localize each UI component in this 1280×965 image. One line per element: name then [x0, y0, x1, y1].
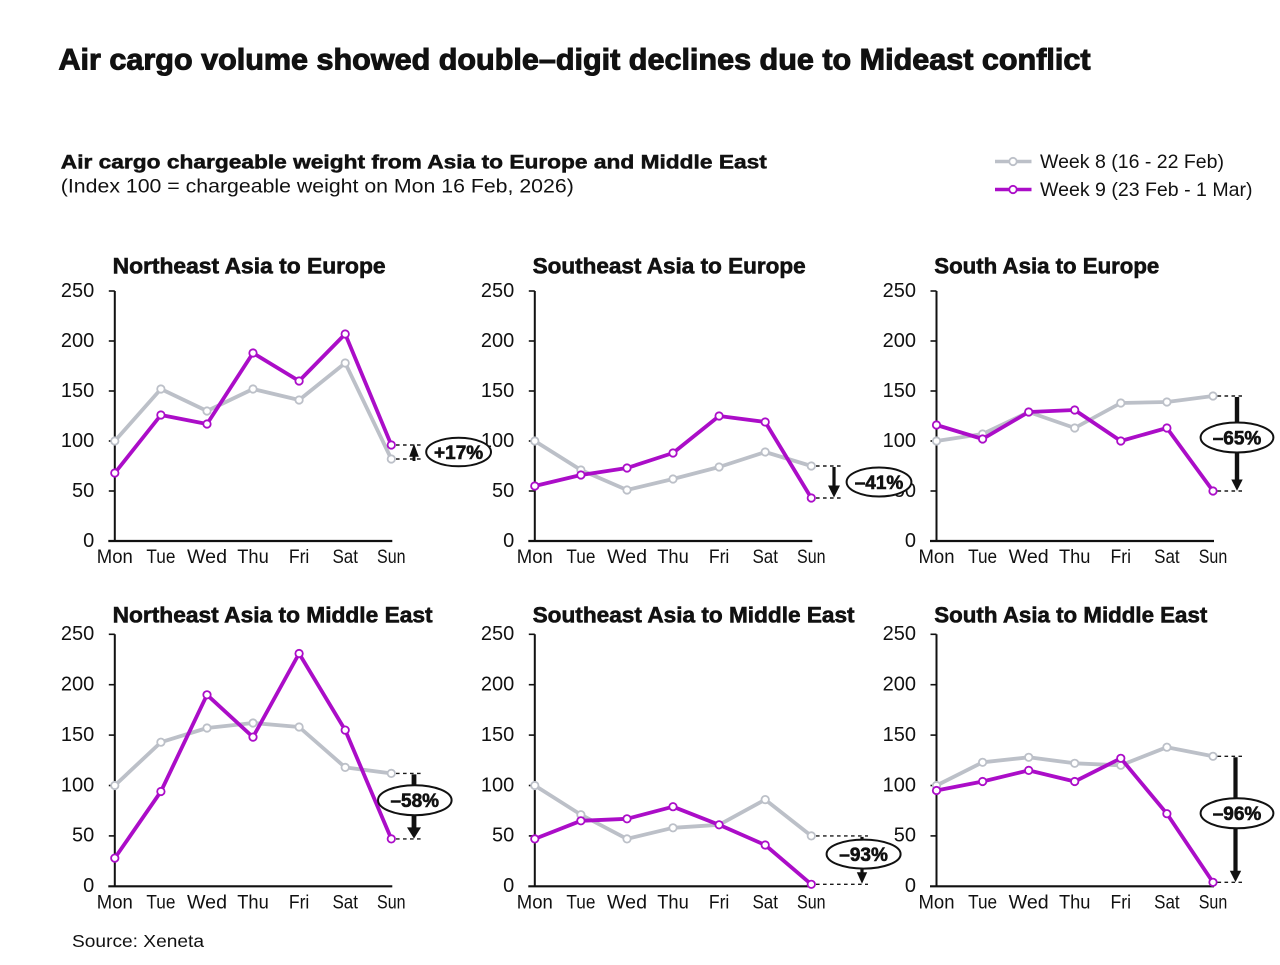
- svg-text:–93%: –93%: [839, 845, 888, 866]
- svg-text:250: 250: [61, 280, 94, 302]
- svg-text:Thu: Thu: [237, 892, 269, 914]
- svg-text:Mon: Mon: [919, 892, 955, 914]
- svg-text:150: 150: [61, 724, 94, 746]
- svg-text:Fri: Fri: [1111, 546, 1132, 568]
- svg-text:0: 0: [905, 530, 916, 552]
- svg-text:Wed: Wed: [187, 892, 227, 914]
- svg-text:Mon: Mon: [517, 546, 553, 568]
- svg-text:150: 150: [61, 380, 94, 402]
- svg-text:Tue: Tue: [566, 546, 595, 568]
- svg-text:Fri: Fri: [1111, 892, 1132, 914]
- svg-text:150: 150: [883, 380, 916, 402]
- svg-text:Week 9 (23 Feb - 1 Mar): Week 9 (23 Feb - 1 Mar): [1040, 179, 1253, 201]
- svg-text:Southeast Asia to Europe: Southeast Asia to Europe: [533, 254, 806, 279]
- svg-text:–58%: –58%: [390, 791, 439, 812]
- svg-text:100: 100: [883, 430, 916, 452]
- svg-text:Sat: Sat: [752, 546, 778, 568]
- svg-text:100: 100: [883, 774, 916, 796]
- svg-text:Sun: Sun: [797, 892, 826, 914]
- svg-text:50: 50: [894, 825, 916, 847]
- svg-text:250: 250: [481, 623, 514, 645]
- svg-text:Wed: Wed: [607, 546, 647, 568]
- svg-text:Fri: Fri: [709, 892, 730, 914]
- svg-text:Sun: Sun: [797, 546, 826, 568]
- svg-text:50: 50: [492, 825, 514, 847]
- svg-text:200: 200: [61, 674, 94, 696]
- svg-text:Sat: Sat: [752, 892, 778, 914]
- svg-text:Wed: Wed: [1009, 546, 1049, 568]
- svg-text:Thu: Thu: [1059, 546, 1091, 568]
- svg-text:Wed: Wed: [187, 546, 227, 568]
- svg-text:Thu: Thu: [657, 546, 689, 568]
- svg-text:150: 150: [481, 724, 514, 746]
- svg-text:0: 0: [503, 530, 514, 552]
- svg-text:Fri: Fri: [709, 546, 730, 568]
- svg-text:Wed: Wed: [607, 892, 647, 914]
- svg-text:0: 0: [905, 875, 916, 897]
- svg-text:Tue: Tue: [566, 892, 595, 914]
- svg-text:100: 100: [61, 774, 94, 796]
- svg-text:200: 200: [481, 330, 514, 352]
- svg-text:100: 100: [481, 774, 514, 796]
- svg-text:Tue: Tue: [968, 546, 997, 568]
- svg-text:Sun: Sun: [1199, 892, 1228, 914]
- svg-text:Sat: Sat: [1154, 546, 1180, 568]
- svg-text:Thu: Thu: [237, 546, 269, 568]
- svg-text:Thu: Thu: [657, 892, 689, 914]
- svg-text:Thu: Thu: [1059, 892, 1091, 914]
- svg-text:200: 200: [883, 330, 916, 352]
- svg-text:150: 150: [883, 724, 916, 746]
- svg-text:Wed: Wed: [1009, 892, 1049, 914]
- svg-text:Sat: Sat: [332, 546, 358, 568]
- svg-text:South Asia to Middle East: South Asia to Middle East: [934, 602, 1207, 627]
- svg-text:Mon: Mon: [97, 546, 133, 568]
- svg-text:50: 50: [72, 480, 94, 502]
- svg-text:150: 150: [481, 380, 514, 402]
- svg-text:250: 250: [61, 623, 94, 645]
- svg-text:(Index 100 = chargeable weight: (Index 100 = chargeable weight on Mon 16…: [61, 176, 574, 198]
- svg-text:Air cargo chargeable weight fr: Air cargo chargeable weight from Asia to…: [61, 152, 768, 174]
- svg-text:Northeast Asia to Middle East: Northeast Asia to Middle East: [113, 602, 434, 627]
- svg-text:200: 200: [883, 674, 916, 696]
- svg-text:Mon: Mon: [919, 546, 955, 568]
- svg-text:50: 50: [72, 825, 94, 847]
- svg-text:–65%: –65%: [1213, 428, 1262, 449]
- svg-text:0: 0: [503, 875, 514, 897]
- svg-text:South Asia to Europe: South Asia to Europe: [934, 254, 1159, 279]
- svg-text:Tue: Tue: [146, 892, 175, 914]
- svg-text:Northeast Asia to Europe: Northeast Asia to Europe: [113, 254, 386, 279]
- svg-text:Air cargo volume showed double: Air cargo volume showed double–digit dec…: [59, 44, 1091, 77]
- svg-text:Sat: Sat: [332, 892, 358, 914]
- svg-text:0: 0: [83, 875, 94, 897]
- svg-text:Tue: Tue: [146, 546, 175, 568]
- svg-text:200: 200: [481, 674, 514, 696]
- svg-text:Sat: Sat: [1154, 892, 1180, 914]
- svg-text:250: 250: [883, 280, 916, 302]
- svg-text:Tue: Tue: [968, 892, 997, 914]
- svg-text:Sun: Sun: [1199, 546, 1228, 568]
- svg-text:Mon: Mon: [517, 892, 553, 914]
- svg-text:Fri: Fri: [289, 546, 310, 568]
- svg-text:50: 50: [492, 480, 514, 502]
- svg-text:0: 0: [83, 530, 94, 552]
- svg-text:Source: Xeneta: Source: Xeneta: [72, 931, 204, 951]
- svg-text:Week 8 (16 - 22 Feb): Week 8 (16 - 22 Feb): [1040, 151, 1224, 173]
- svg-text:–41%: –41%: [855, 473, 904, 494]
- svg-text:–96%: –96%: [1213, 804, 1262, 825]
- svg-text:100: 100: [61, 430, 94, 452]
- svg-text:Fri: Fri: [289, 892, 310, 914]
- svg-text:Sun: Sun: [377, 892, 406, 914]
- svg-text:250: 250: [481, 280, 514, 302]
- svg-text:200: 200: [61, 330, 94, 352]
- svg-text:+17%: +17%: [434, 443, 483, 464]
- svg-text:250: 250: [883, 623, 916, 645]
- svg-text:Mon: Mon: [97, 892, 133, 914]
- svg-text:Sun: Sun: [377, 546, 406, 568]
- svg-text:Southeast Asia to Middle East: Southeast Asia to Middle East: [533, 602, 855, 627]
